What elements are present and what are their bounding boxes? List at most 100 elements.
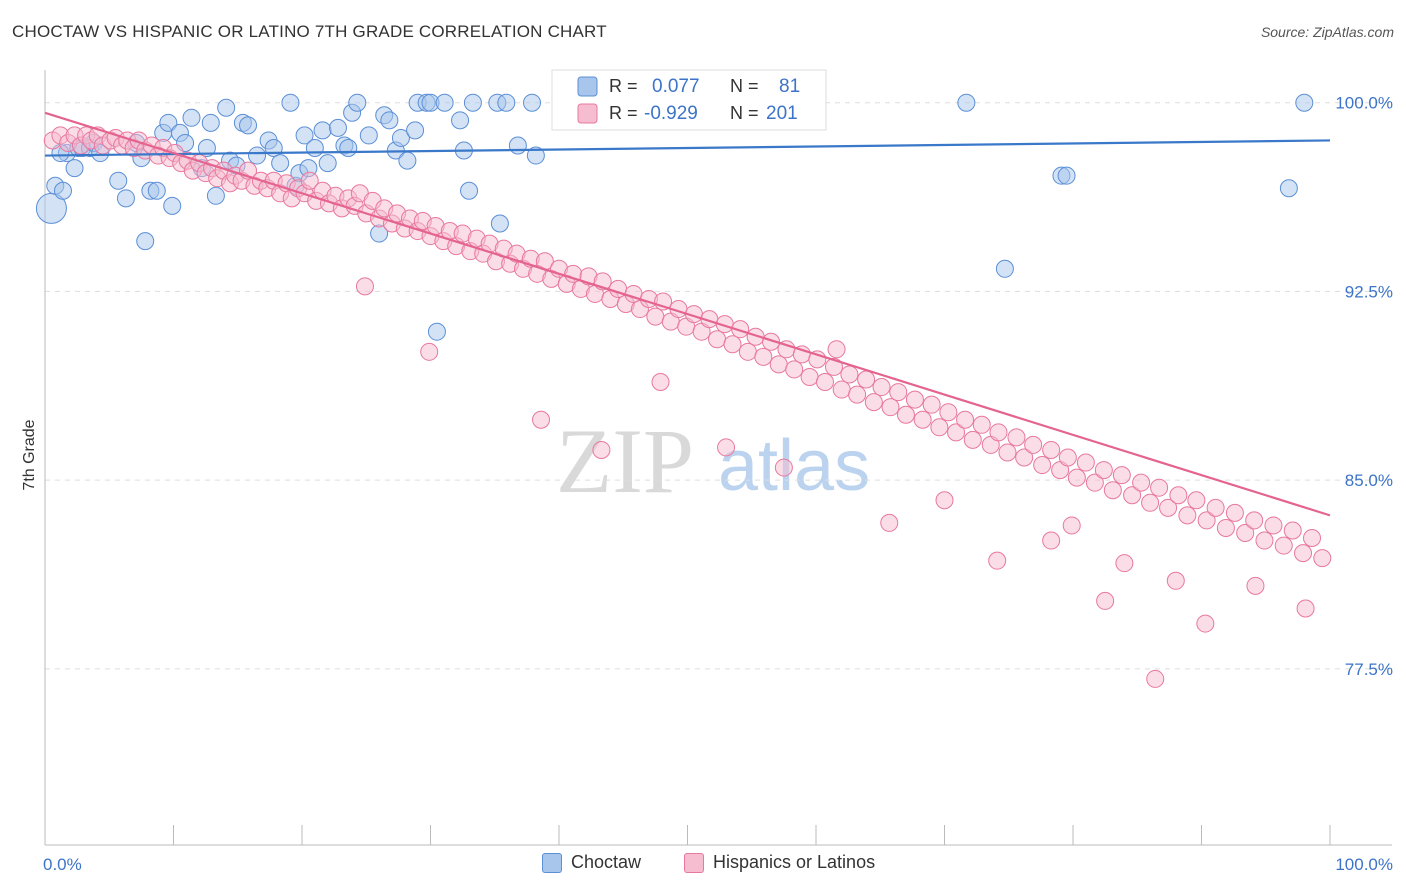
hispanic-point: [1042, 440, 1061, 459]
chart-title: CHOCTAW VS HISPANIC OR LATINO 7TH GRADE …: [12, 22, 607, 41]
hispanic-point: [922, 395, 941, 414]
hispanic-point: [1033, 456, 1052, 475]
choctaw-point: [239, 116, 258, 135]
hispanic-legend-icon: [684, 852, 704, 873]
hispanic-point: [592, 440, 611, 459]
watermark: ZIP atlas: [556, 410, 870, 512]
hispanic-point: [762, 332, 781, 351]
choctaw-point: [65, 159, 84, 178]
choctaw-point: [305, 139, 324, 158]
hispanic-point: [1236, 523, 1255, 542]
hispanic-point: [1115, 554, 1134, 573]
choctaw-point: [136, 232, 155, 251]
hispanic-point: [1294, 544, 1313, 563]
hispanic-r-label: R =: [609, 103, 638, 123]
hispanic-point: [1246, 576, 1265, 595]
hispanic-point: [935, 491, 954, 510]
hispanic-points: [43, 126, 1332, 688]
hispanic-point: [1024, 435, 1043, 454]
choctaw-point: [217, 98, 236, 117]
choctaw-point: [435, 93, 454, 112]
choctaw-point: [295, 126, 314, 145]
hispanic-point: [880, 513, 899, 532]
hispanic-swatch-icon: [577, 103, 598, 124]
hispanic-point: [1085, 473, 1104, 492]
hispanic-point: [889, 383, 908, 402]
hispanic-point: [988, 551, 1007, 570]
source-label: Source: ZipAtlas.com: [1260, 24, 1394, 40]
hispanic-point: [857, 370, 876, 389]
hispanic-point: [972, 415, 991, 434]
hispanic-point: [1076, 453, 1095, 472]
choctaw-point: [523, 93, 542, 112]
hispanic-point: [930, 418, 949, 437]
hispanic-point: [708, 330, 727, 349]
hispanic-point: [717, 438, 736, 457]
hispanic-point: [1141, 493, 1160, 512]
x-tick-labels: 0.0% 100.0%: [43, 855, 1393, 874]
hispanic-point: [963, 430, 982, 449]
choctaw-n-value: 81: [779, 76, 800, 97]
hispanic-point: [881, 398, 900, 417]
hispanic-point: [800, 367, 819, 386]
hispanic-point: [998, 443, 1017, 462]
hispanic-point: [939, 403, 958, 422]
hispanic-point: [1150, 478, 1169, 497]
hispanic-point: [1225, 503, 1244, 522]
hispanic-point: [1216, 518, 1235, 537]
legend-item-hispanic: Hispanics or Latinos: [684, 852, 875, 873]
choctaw-point: [526, 146, 545, 165]
hispanic-point: [827, 340, 846, 359]
choctaw-r-value: 0.077: [652, 76, 700, 97]
choctaw-point: [1279, 179, 1298, 198]
choctaw-point: [1057, 166, 1076, 185]
hispanic-point: [532, 410, 551, 429]
y-tick-label: 92.5%: [1345, 282, 1393, 301]
hispanic-point: [1103, 481, 1122, 500]
hispanic-point: [840, 365, 859, 384]
hispanic-point: [1187, 491, 1206, 510]
trend-lines: [44, 111, 1331, 517]
hispanic-point: [1255, 531, 1274, 550]
hispanic-point: [785, 360, 804, 379]
hispanic-n-label: N =: [730, 103, 759, 123]
watermark-atlas: atlas: [718, 426, 870, 506]
stats-legend-box: [551, 69, 827, 131]
hispanic-point: [1094, 461, 1113, 480]
hispanic-point: [1196, 614, 1215, 633]
choctaw-point: [995, 259, 1014, 278]
choctaw-point: [109, 171, 128, 190]
hispanic-point: [832, 380, 851, 399]
bottom-legend: Choctaw Hispanics or Latinos: [0, 852, 1406, 876]
hispanic-point: [1058, 448, 1077, 467]
hispanic-point: [1042, 531, 1061, 550]
y-tick-label: 85.0%: [1345, 471, 1393, 490]
hispanic-point: [1296, 599, 1315, 618]
choctaw-trend-line: [44, 139, 1331, 157]
choctaw-point: [159, 113, 178, 132]
choctaw-point: [359, 126, 378, 145]
hispanic-point: [1123, 486, 1142, 505]
hispanic-point: [1197, 511, 1216, 530]
hispanic-point: [355, 277, 374, 296]
hispanic-r-value: -0.929: [644, 103, 698, 124]
hispanic-point: [956, 410, 975, 429]
hispanic-point: [864, 393, 883, 412]
hispanic-point: [1112, 466, 1131, 485]
y-axis-label: 7th Grade: [21, 419, 38, 490]
choctaw-point: [497, 93, 516, 112]
hispanic-point: [738, 342, 757, 361]
choctaw-point: [957, 93, 976, 112]
legend-label-hispanic: Hispanics or Latinos: [713, 852, 876, 872]
hispanic-point: [646, 307, 665, 326]
choctaw-point: [147, 181, 166, 200]
watermark-zip: ZIP: [556, 410, 694, 512]
hispanic-trend-line: [44, 111, 1331, 517]
y-tick-labels: 77.5% 85.0% 92.5% 100.0%: [1335, 94, 1393, 679]
hispanic-point: [1178, 506, 1197, 525]
choctaw-point: [348, 93, 367, 112]
choctaw-swatch-icon: [577, 76, 598, 97]
choctaw-point: [53, 181, 72, 200]
hispanic-point: [989, 423, 1008, 442]
